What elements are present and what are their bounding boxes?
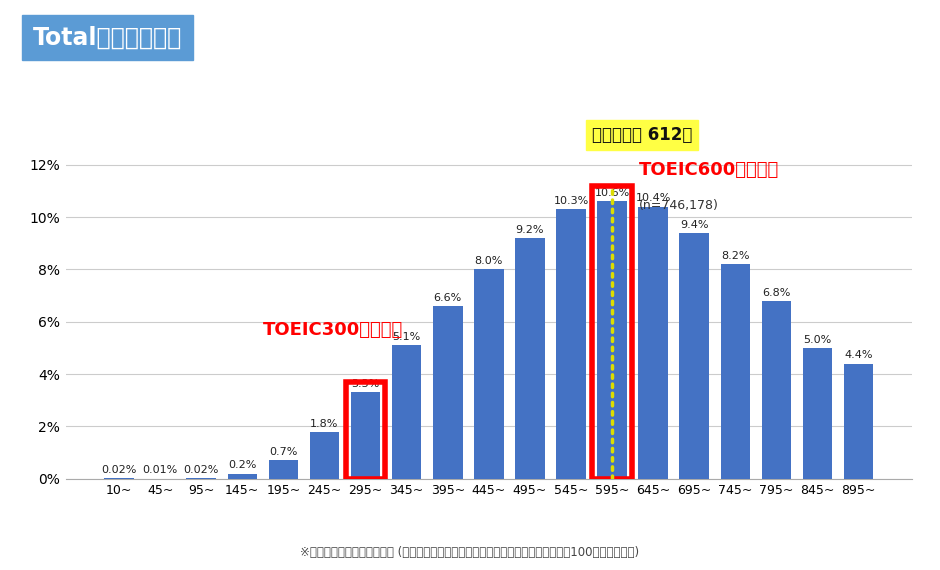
- Text: ※棒グラフ上の数字は構成比 (構成比は四捨五入しているため、合計しても必ずしも100とはならない): ※棒グラフ上の数字は構成比 (構成比は四捨五入しているため、合計しても必ずしも1…: [301, 545, 639, 559]
- Text: 0.2%: 0.2%: [228, 461, 257, 470]
- Text: 平均スコア 612点: 平均スコア 612点: [591, 126, 692, 144]
- Text: 10.4%: 10.4%: [635, 193, 671, 203]
- Text: 10.3%: 10.3%: [554, 196, 588, 206]
- Bar: [392, 345, 421, 479]
- Bar: [269, 461, 298, 479]
- Bar: [346, 382, 385, 479]
- Bar: [638, 206, 668, 479]
- Bar: [515, 238, 544, 479]
- Bar: [680, 233, 709, 479]
- Bar: [433, 306, 462, 479]
- Text: 8.0%: 8.0%: [475, 256, 503, 266]
- Bar: [844, 364, 873, 479]
- Bar: [597, 201, 627, 479]
- Text: 0.7%: 0.7%: [269, 447, 298, 457]
- Text: Totalスコアの分布: Totalスコアの分布: [33, 26, 182, 50]
- Text: 8.2%: 8.2%: [721, 251, 749, 261]
- Bar: [761, 301, 791, 479]
- Text: TOEIC300点の位置: TOEIC300点の位置: [263, 321, 403, 339]
- Bar: [556, 209, 586, 479]
- Text: (n=746,178): (n=746,178): [639, 199, 719, 212]
- Bar: [803, 348, 832, 479]
- Text: 9.4%: 9.4%: [680, 219, 709, 230]
- Text: TOEIC600点の位置: TOEIC600点の位置: [639, 161, 779, 179]
- Text: 1.8%: 1.8%: [310, 418, 338, 429]
- Bar: [351, 392, 381, 479]
- Text: 5.0%: 5.0%: [804, 335, 832, 345]
- Text: 3.3%: 3.3%: [352, 379, 380, 389]
- Bar: [474, 270, 504, 479]
- Text: 9.2%: 9.2%: [516, 225, 544, 235]
- Bar: [721, 264, 750, 479]
- Text: 5.1%: 5.1%: [393, 332, 421, 342]
- Text: 10.6%: 10.6%: [594, 188, 630, 198]
- Text: 6.6%: 6.6%: [433, 293, 462, 303]
- Text: 0.02%: 0.02%: [183, 465, 219, 475]
- Text: 4.4%: 4.4%: [844, 351, 873, 360]
- Bar: [309, 431, 339, 479]
- Bar: [592, 186, 632, 479]
- Text: 0.02%: 0.02%: [102, 465, 136, 475]
- Text: 6.8%: 6.8%: [762, 288, 791, 298]
- Text: 0.01%: 0.01%: [143, 465, 178, 475]
- Bar: [227, 474, 257, 479]
